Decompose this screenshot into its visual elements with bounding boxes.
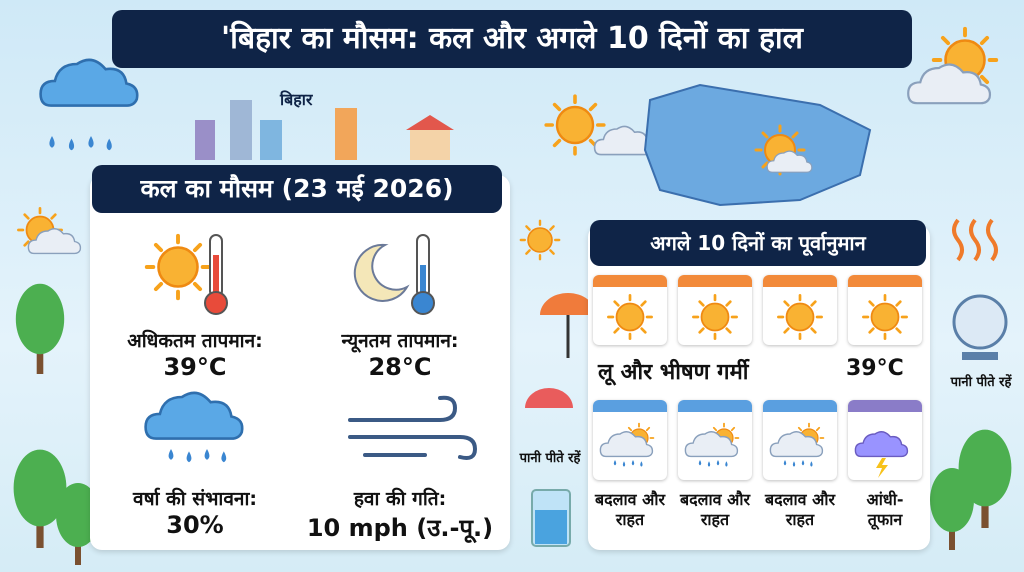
stat-value: 39°C [163, 353, 227, 381]
tomorrow-card: अधिकतम तापमान: 39°C न्यूनतम तापमान: 28°C व… [90, 175, 510, 550]
stat-value: 10 mph (उ.-पू.) [306, 514, 494, 542]
tomorrow-icons [144, 233, 478, 463]
forecast-label: बदलाव और राहत [594, 490, 665, 529]
stat-label: न्यूनतम तापमान: [341, 330, 459, 352]
forecast-label: बदलाव और राहत [764, 490, 835, 529]
forecast-day-change [848, 400, 922, 480]
sun-icon [862, 294, 908, 340]
stat-value: 30% [166, 511, 224, 539]
weather-icon [854, 431, 909, 478]
forecast-day-change [593, 400, 667, 480]
forecast-day-hot [763, 275, 837, 345]
tomorrow-title: कल का मौसम (23 मई 2026) [92, 165, 502, 213]
tip: पानी पीते रहें [950, 375, 1012, 390]
sun-icon [777, 294, 823, 340]
hot-caption: लू और भीषण गर्मी [598, 360, 749, 385]
bihar-map [643, 83, 872, 207]
stat-value: 28°C [368, 353, 432, 381]
sun-icon [607, 294, 653, 340]
forecast-day-change [763, 400, 837, 480]
map-label: बिहार [280, 90, 313, 109]
stat-label: अधिकतम तापमान: [127, 330, 263, 352]
weather-icon [684, 422, 740, 467]
stat-label: हवा की गति: [353, 488, 447, 510]
stat-label: वर्षा की संभावना: [133, 488, 257, 510]
hot-temp: 39°C [846, 356, 904, 381]
forecast-label: बदलाव और राहत [679, 490, 750, 529]
forecast-day-hot [678, 275, 752, 345]
stat: वर्षा की संभावना: 30% [95, 485, 295, 539]
title: 'बिहार का मौसम: कल और अगले 10 दिनों का ह… [112, 10, 912, 68]
forecast-day-hot [848, 275, 922, 345]
stat: हवा की गति: 10 mph (उ.-पू.) [300, 485, 500, 544]
weather-icon [769, 422, 825, 467]
forecast-label: आंधी-तूफान [866, 490, 904, 529]
forecast-day-change [678, 400, 752, 480]
tip: पानी पीते रहें [519, 451, 581, 466]
weather-icon [599, 422, 655, 467]
stat: न्यूनतम तापमान: 28°C [300, 327, 500, 381]
sun-icon [692, 294, 738, 340]
forecast-day-hot [593, 275, 667, 345]
forecast-title: अगले 10 दिनों का पूर्वानुमान [590, 220, 926, 266]
stat: अधिकतम तापमान: 39°C [95, 327, 295, 381]
